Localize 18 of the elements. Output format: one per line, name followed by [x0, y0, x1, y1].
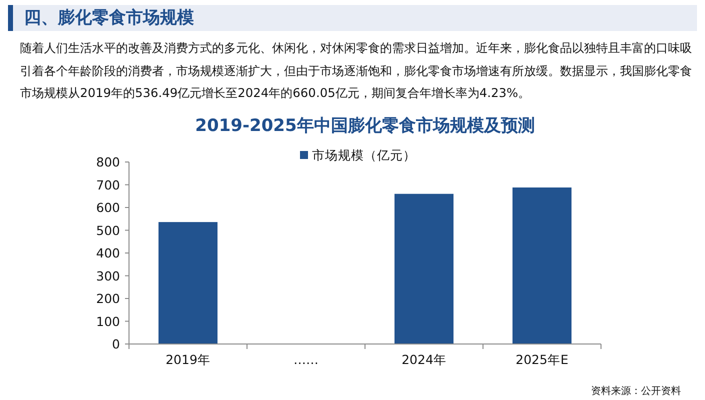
x-tick-label: …… — [294, 352, 318, 367]
text: 资料来源：公开资料 — [591, 384, 681, 398]
y-tick-label: 700 — [96, 177, 120, 192]
y-tick-label: 0 — [112, 336, 120, 352]
y-tick-label: 500 — [96, 222, 120, 238]
x-tick-label: 2025年E — [516, 352, 568, 367]
y-tick-label: 100 — [96, 314, 120, 329]
chart-title: 2019-2025年中国膨化零食市场规模及预测 — [195, 116, 535, 136]
y-tick-label: 200 — [96, 291, 120, 306]
x-tick-label: 2024年 — [402, 352, 446, 367]
y-tick-label: 600 — [96, 200, 120, 215]
y-tick-label: 300 — [96, 268, 120, 284]
x-tick-label: 2019年 — [166, 352, 210, 367]
text: 随着人们生活水平的改善及消费方式的多元化、休闲化，对休闲零食的需求日益增加。近年来，膨化食品以独特且丰富的口味吸引着各个年龄阶段的消费者，市场规模逐渐扩大，但由于市场逐渐饱和，膨化零食市场增速有所放缓。数据显示，我国膨化零食市场规模从2019年的536.49亿元增长至2024年的660.05亿元，期间复合年增长率为4.23%。 — [20, 40, 693, 102]
legend: 市场规模（亿元） — [300, 148, 416, 162]
text: 四、膨化零食市场规模 — [24, 7, 194, 30]
y-tick-label: 800 — [96, 154, 120, 170]
y-tick-label: 400 — [96, 246, 120, 260]
